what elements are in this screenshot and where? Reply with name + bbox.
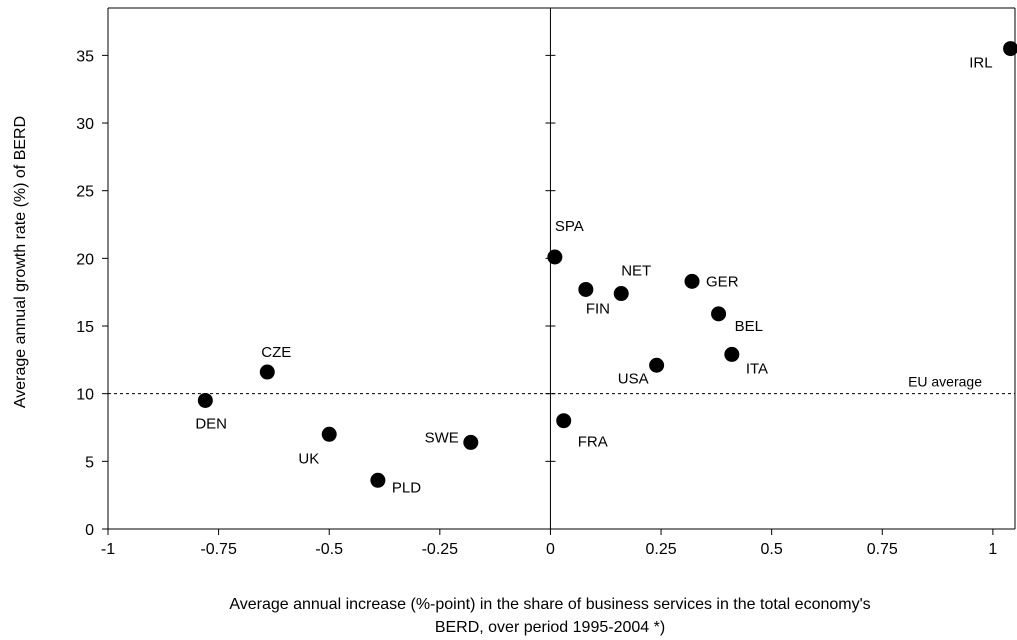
y-tick-label: 15 [76, 319, 94, 336]
data-label-den: DEN [195, 415, 227, 432]
data-label-irl: IRL [969, 55, 992, 72]
data-point-net [613, 286, 629, 302]
x-tick-label: -0.5 [315, 541, 343, 558]
x-axis-title-line1: Average annual increase (%-point) in the… [229, 596, 870, 613]
x-tick-label: 0.25 [645, 541, 676, 558]
data-point-ger [684, 273, 700, 289]
data-points: IRL SPA FIN NET GER BEL ITA USA FRA CZE DEN UK PLD SW… [195, 41, 1017, 496]
x-tick-label: -1 [101, 541, 115, 558]
data-label-ger: GER [706, 273, 739, 290]
data-point-cze [259, 364, 275, 380]
data-label-spa: SPA [555, 218, 584, 235]
x-axis-title-line2: BERD, over period 1995-2004 *) [435, 619, 665, 636]
x-tick-label: 0.5 [761, 541, 783, 558]
axes: -1 -0.75 -0.5 -0.25 0 0.25 0.5 0.75 105101520253… [76, 7, 1016, 558]
data-label-cze: CZE [261, 344, 291, 361]
data-label-bel: BEL [735, 318, 763, 335]
data-label-fra: FRA [578, 434, 608, 451]
y-tick-label: 10 [76, 387, 94, 404]
data-point-bel [711, 306, 727, 322]
data-point-pld [370, 472, 386, 488]
data-point-usa [649, 357, 665, 373]
data-point-fra [556, 413, 572, 429]
reference-line-group: EU average [108, 374, 1015, 395]
data-label-fin: FIN [586, 300, 610, 317]
x-tick-label: 1 [988, 541, 997, 558]
data-label-uk: UK [298, 450, 319, 467]
y-tick-label: 5 [85, 454, 94, 471]
y-tick-label: 25 [76, 184, 94, 201]
data-point-ita [724, 346, 740, 362]
data-label-pld: PLD [392, 479, 421, 496]
data-point-uk [321, 426, 337, 442]
x-tick-label: -0.25 [422, 541, 459, 558]
x-tick-label: 0.75 [867, 541, 898, 558]
x-tick-label: -0.75 [200, 541, 237, 558]
data-point-spa [547, 249, 563, 265]
x-tick-label: 0 [546, 541, 555, 558]
data-point-fin [578, 281, 594, 297]
y-tick-label: 30 [76, 116, 94, 133]
data-label-net: NET [621, 263, 651, 280]
eu-average-label: EU average [908, 374, 982, 390]
y-axis-title: Average annual growth rate (%) of BERD [12, 116, 29, 408]
y-tick-label: 35 [76, 48, 94, 65]
data-label-ita: ITA [746, 360, 768, 377]
data-point-den [197, 392, 213, 408]
data-point-irl [1003, 41, 1017, 57]
data-label-usa: USA [618, 370, 649, 387]
y-tick-label: 20 [76, 251, 94, 268]
data-point-swe [463, 434, 479, 450]
data-label-swe: SWE [425, 429, 459, 446]
y-tick-label: 0 [85, 522, 94, 539]
